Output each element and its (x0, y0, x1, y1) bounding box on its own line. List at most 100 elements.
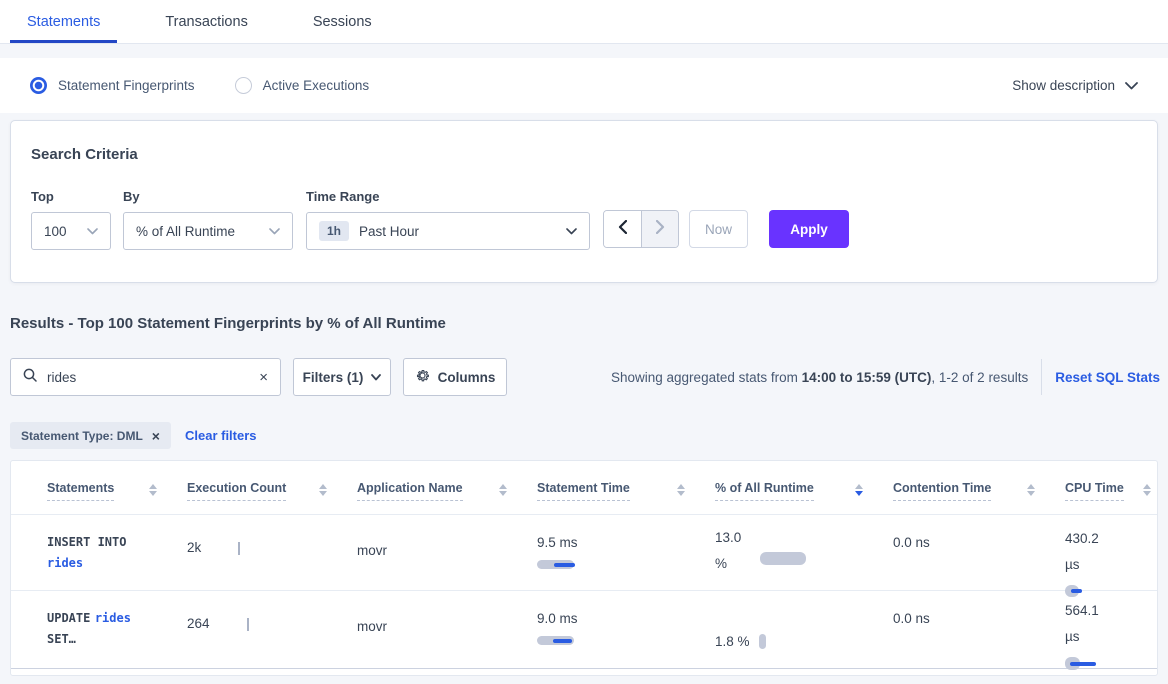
sort-icons[interactable] (1143, 484, 1151, 496)
status-time-window: 14:00 to 15:59 (UTC) (801, 369, 932, 385)
statement-time-bar (537, 634, 715, 647)
column-label[interactable]: % of All Runtime (715, 481, 814, 501)
next-time-button[interactable] (641, 211, 678, 247)
columns-button-label: Columns (437, 369, 496, 385)
cpu-time-bar (1065, 656, 1157, 670)
application-name-value: movr (357, 619, 387, 634)
execution-count-cell: 264 (187, 591, 357, 669)
column-header-application-name[interactable]: Application Name (357, 481, 537, 514)
status-prefix: Showing aggregated stats from (611, 369, 802, 385)
status-area: Showing aggregated stats from 14:00 to 1… (611, 358, 1160, 396)
column-header-statements[interactable]: Statements (47, 481, 187, 514)
status-suffix: , 1-2 of 2 results (931, 369, 1029, 385)
table-row: INSERT INTO rides 2k movr 9.5 ms 13.0 % … (11, 515, 1157, 597)
tab-transactions[interactable]: Transactions (165, 0, 247, 43)
pct-runtime-value: 1.8 % (715, 634, 750, 649)
statement-time-value: 9.0 ms (537, 611, 578, 626)
reset-sql-stats-link[interactable]: Reset SQL Stats (1055, 369, 1160, 385)
radio-selected-icon[interactable] (30, 77, 47, 94)
sort-icons-active-desc[interactable] (855, 484, 863, 496)
chevron-left-icon (618, 219, 628, 239)
statement-time-bar (537, 558, 715, 571)
execution-count-cell: 2k (187, 515, 357, 597)
cpu-time-cell: 564.1 µs (1065, 591, 1157, 670)
statement-keyword: INSERT INTO (47, 535, 127, 549)
now-button[interactable]: Now (689, 210, 748, 248)
show-description-toggle[interactable]: Show description (1012, 78, 1138, 93)
tab-sessions[interactable]: Sessions (313, 0, 372, 43)
statement-link[interactable]: rides (47, 556, 84, 570)
table-row: UPDATE rides SET… 264 movr 9.0 ms 1.8 % … (11, 591, 1157, 670)
results-controls-row: × Filters (1) Columns Showing aggregated… (0, 358, 1168, 396)
remove-filter-icon[interactable]: × (151, 427, 160, 444)
search-icon (23, 368, 37, 387)
by-select[interactable]: % of All Runtime (123, 212, 293, 250)
filters-button[interactable]: Filters (1) (293, 358, 391, 396)
previous-time-button[interactable] (604, 211, 641, 247)
column-header-cpu-time[interactable]: CPU Time (1065, 481, 1157, 514)
sort-icons[interactable] (149, 484, 157, 496)
top-select-value: 100 (44, 223, 67, 239)
radio-active-executions[interactable]: Active Executions (234, 77, 369, 94)
clear-search-icon[interactable]: × (259, 368, 268, 386)
time-range-select[interactable]: 1h Past Hour (306, 212, 590, 250)
sort-icons[interactable] (319, 484, 327, 496)
top-tab-bar: Statements Transactions Sessions (0, 0, 1168, 44)
results-heading: Results - Top 100 Statement Fingerprints… (10, 315, 446, 332)
execution-count-bar (238, 542, 241, 555)
statement-time-value: 9.5 ms (537, 535, 578, 550)
chevron-down-icon (269, 227, 280, 235)
active-filters-row: Statement Type: DML × Clear filters (10, 422, 257, 449)
cpu-time-value: 430.2 µs (1065, 531, 1099, 572)
gear-icon (415, 368, 430, 386)
sort-icons[interactable] (677, 484, 685, 496)
pct-runtime-value: 13.0 % (715, 530, 742, 571)
cpu-time-cell: 430.2 µs (1065, 515, 1157, 597)
tab-statements[interactable]: Statements (9, 0, 118, 43)
column-label[interactable]: Execution Count (187, 481, 287, 501)
column-header-contention-time[interactable]: Contention Time (893, 481, 1065, 514)
application-name-cell: movr (357, 515, 537, 597)
top-field-label: Top (31, 189, 54, 204)
chevron-right-icon (655, 219, 665, 239)
search-box: × (10, 358, 281, 396)
search-criteria-panel: Search Criteria Top 100 By % of All Runt… (10, 120, 1158, 283)
columns-button[interactable]: Columns (403, 358, 507, 396)
column-label[interactable]: Statements (47, 481, 115, 501)
column-label[interactable]: Contention Time (893, 481, 992, 501)
time-range-badge: 1h (319, 221, 350, 241)
column-header-execution-count[interactable]: Execution Count (187, 481, 357, 514)
column-label[interactable]: Statement Time (537, 481, 630, 501)
apply-button[interactable]: Apply (769, 210, 849, 248)
time-range-label: Time Range (306, 189, 380, 204)
statement-cell[interactable]: INSERT INTO rides (47, 515, 187, 597)
pct-runtime-cell: 1.8 % (715, 591, 893, 669)
contention-time-cell: 0.0 ns (893, 515, 1065, 597)
contention-time-cell: 0.0 ns (893, 591, 1065, 669)
contention-time-value: 0.0 ns (893, 535, 930, 550)
statement-cell[interactable]: UPDATE rides SET… (47, 591, 187, 669)
sort-icons[interactable] (1027, 484, 1035, 496)
column-label[interactable]: Application Name (357, 481, 463, 501)
radio-statement-fingerprints[interactable]: Statement Fingerprints (30, 77, 195, 94)
search-input[interactable] (47, 369, 250, 385)
clear-filters-link[interactable]: Clear filters (184, 428, 257, 443)
execution-count-value: 2k (187, 540, 202, 555)
contention-time-value: 0.0 ns (893, 611, 930, 626)
tab-transactions-label: Transactions (165, 13, 248, 30)
statements-table: Statements Execution Count Application N… (10, 460, 1158, 676)
execution-count-value: 264 (187, 616, 210, 631)
application-name-cell: movr (357, 591, 537, 669)
radio-unselected-icon[interactable] (234, 77, 252, 94)
column-header-statement-time[interactable]: Statement Time (537, 481, 715, 514)
statement-link[interactable]: rides (94, 611, 131, 625)
sort-icons[interactable] (499, 484, 507, 496)
cpu-time-value: 564.1 µs (1065, 603, 1099, 644)
tab-sessions-label: Sessions (312, 13, 372, 30)
column-header-pct-of-all-runtime[interactable]: % of All Runtime (715, 481, 893, 514)
statement-time-cell: 9.5 ms (537, 515, 715, 597)
filter-pill-statement-type[interactable]: Statement Type: DML × (10, 422, 171, 449)
aggregation-status-text: Showing aggregated stats from 14:00 to 1… (611, 370, 1028, 385)
column-label[interactable]: CPU Time (1065, 481, 1124, 501)
top-select[interactable]: 100 (31, 212, 111, 250)
